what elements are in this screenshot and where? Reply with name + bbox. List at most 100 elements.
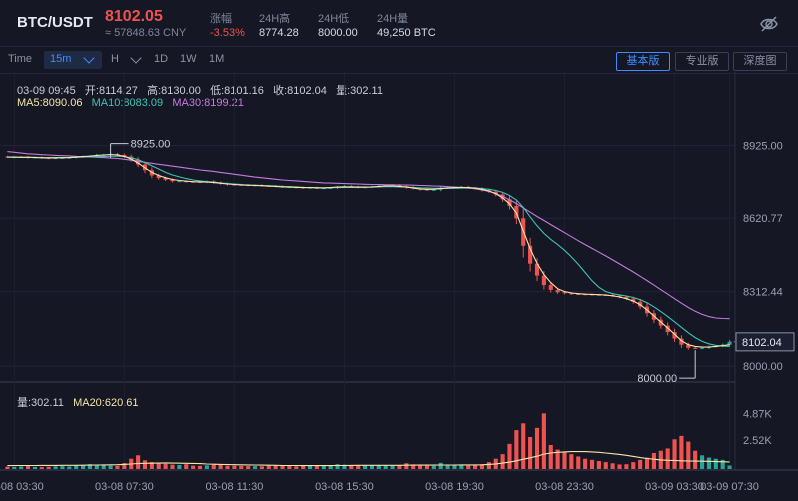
candle — [693, 347, 698, 349]
y-tick-label: 8925.00 — [743, 141, 783, 153]
period-1w[interactable]: 1W — [180, 53, 197, 65]
volume-bar — [211, 464, 216, 469]
volume-bar — [617, 464, 622, 469]
candle — [163, 178, 168, 180]
volume-bar — [136, 455, 141, 469]
candle — [177, 181, 182, 183]
eye-off-icon[interactable] — [758, 13, 780, 35]
volume-bar — [94, 464, 99, 469]
volume-bar — [307, 465, 313, 469]
volume-bar — [108, 465, 113, 469]
candle — [431, 189, 436, 191]
candle — [534, 263, 540, 276]
ma30-value: MA30:8199.21 — [172, 97, 244, 109]
volume-bar — [218, 464, 223, 469]
ma-lines — [7, 151, 730, 467]
volume-bar — [589, 459, 595, 469]
volume-bar — [369, 465, 375, 469]
stat-low-label: 24H低 — [318, 13, 350, 25]
y-tick-label: 8620.77 — [743, 213, 783, 225]
volume-bar — [445, 464, 450, 469]
ticker-header: BTC/USDT 8102.05 ≈ 57848.63 CNY 涨幅 -3.53… — [0, 0, 798, 46]
candle — [122, 154, 127, 157]
volume-bar — [356, 465, 361, 469]
candle — [699, 347, 705, 349]
volume-tick-label: 4.87K — [743, 408, 772, 420]
volume-bar — [548, 445, 553, 469]
volume-bar — [452, 464, 457, 469]
volume-bar — [534, 427, 540, 469]
volume-bar — [12, 466, 17, 469]
volume-bar — [720, 459, 725, 469]
volume-bar — [390, 465, 395, 469]
volume-bar — [610, 463, 615, 469]
volume-bar — [259, 466, 264, 469]
volume-bar — [404, 463, 409, 469]
volume-bar — [26, 466, 31, 469]
pair-name[interactable]: BTC/USDT — [17, 14, 93, 31]
volume-bar — [466, 465, 471, 469]
volume-bar — [101, 465, 106, 469]
candle — [569, 293, 574, 295]
last-price-tag — [735, 332, 795, 352]
volume-bar — [479, 464, 485, 469]
candle — [528, 245, 533, 264]
volume-bar — [376, 465, 381, 469]
interval-select[interactable]: 15m — [44, 51, 102, 69]
volume-bar — [500, 454, 505, 469]
low-marker-label: 8000.00 — [637, 373, 677, 385]
volume-bar — [521, 423, 526, 469]
volume-bar — [142, 460, 148, 469]
axes: 8925.00 8620.77 8312.44 8000.00 4.87K 2.52K 03… — [0, 139, 795, 493]
candle — [170, 179, 175, 182]
candle — [321, 188, 326, 190]
x-tick-label: 03-08 07:30 — [95, 481, 154, 493]
volume-bar — [115, 465, 120, 469]
volume-bar — [624, 464, 629, 469]
ma5-line — [7, 153, 730, 348]
basic-view-button[interactable]: 基本版 — [616, 52, 670, 71]
candle — [617, 295, 622, 298]
volume-bar — [301, 465, 306, 469]
volume-bar — [67, 466, 72, 469]
volume-bar — [149, 462, 154, 469]
volume-bar — [273, 465, 278, 469]
candle — [156, 175, 161, 179]
volume-bar — [679, 435, 684, 469]
volume-bar — [39, 467, 44, 469]
volume-bar — [541, 413, 546, 469]
volume-bar — [53, 466, 58, 469]
hour-interval-select[interactable]: H — [111, 53, 119, 65]
volume-bar — [191, 465, 196, 469]
volume-bar — [5, 466, 10, 469]
volume-bar — [583, 458, 588, 469]
volume-bar — [411, 464, 416, 469]
candle — [672, 332, 677, 339]
volume-bar — [473, 465, 478, 469]
volume-bar — [397, 465, 402, 469]
period-1d[interactable]: 1D — [154, 53, 169, 65]
volume-bar — [644, 457, 650, 469]
volume-bar — [225, 465, 230, 469]
volume-bar — [287, 466, 292, 469]
pro-view-button[interactable]: 专业版 — [675, 52, 729, 71]
candle — [555, 289, 560, 293]
stat-volume-value: 49,250 BTC — [377, 27, 436, 39]
volume-bar — [693, 450, 698, 469]
volume-bar — [507, 443, 512, 469]
depth-chart-button[interactable]: 深度图 — [733, 52, 787, 71]
x-tick-label: 03-08 19:30 — [425, 481, 484, 493]
volume-bar — [335, 464, 340, 469]
volume-bar — [294, 466, 299, 469]
volume-bar — [383, 465, 388, 469]
y-tick-label: 8000.00 — [743, 361, 783, 373]
stat-high-label: 24H高 — [259, 13, 291, 25]
interval-value: 15m — [50, 53, 72, 65]
volume-bar — [486, 462, 491, 469]
period-1m[interactable]: 1M — [209, 53, 225, 65]
volume-bar — [727, 465, 732, 469]
time-label[interactable]: Time — [8, 53, 33, 65]
x-tick-label: 03-08 03:30 — [0, 481, 44, 493]
ma10-value: MA10:8083.09 — [91, 97, 164, 109]
